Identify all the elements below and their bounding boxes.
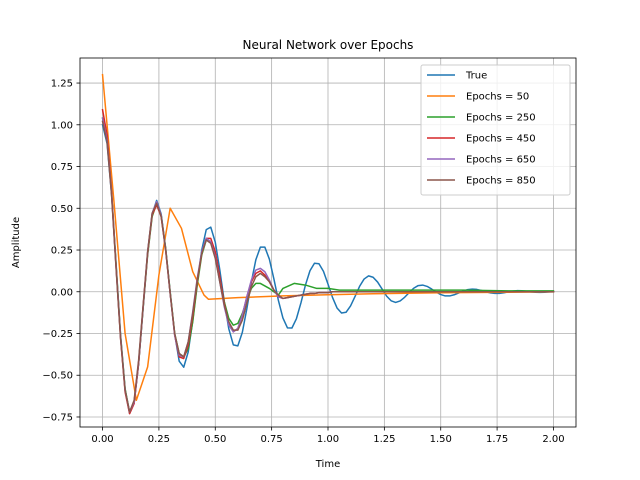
y-tick-label: −0.25: [42, 329, 73, 340]
legend-label-epochs-650: Epochs = 650: [466, 155, 536, 166]
y-tick-label: 0.25: [51, 246, 73, 257]
legend: True Epochs = 50 Epochs = 250 Epochs = 450 E…: [420, 64, 571, 196]
y-tick-label: −0.50: [42, 371, 73, 382]
legend-label-true: True: [465, 71, 487, 82]
axis-ticks: 0.00 0.25 0.50 0.75 1.00 1.25 1.50 1.75 2.00 −0.7…: [42, 79, 564, 445]
x-tick-label: 1.00: [317, 434, 339, 445]
x-tick-label: 1.25: [373, 434, 395, 445]
legend-label-epochs-50: Epochs = 50: [466, 92, 529, 103]
series-lines: [101, 73, 555, 415]
legend-label-epochs-250: Epochs = 250: [466, 113, 536, 124]
y-tick-label: 0.00: [51, 287, 73, 298]
y-tick-label: −0.75: [42, 412, 73, 423]
x-tick-label: 1.50: [430, 434, 452, 445]
legend-label-epochs-450: Epochs = 450: [466, 134, 536, 145]
y-axis-label: Amplitude: [11, 217, 22, 268]
x-tick-label: 0.00: [91, 434, 113, 445]
series-line-epochs-850: [101, 120, 555, 413]
x-tick-label: 0.75: [261, 434, 283, 445]
x-tick-label: 0.50: [204, 434, 226, 445]
x-tick-label: 2.00: [542, 434, 564, 445]
legend-box: [420, 64, 571, 196]
x-axis-label: Time: [315, 459, 340, 470]
x-tick-label: 0.25: [148, 434, 170, 445]
y-tick-label: 1.00: [51, 120, 73, 131]
y-tick-label: 0.50: [51, 204, 73, 215]
x-tick-label: 1.75: [486, 434, 508, 445]
chart-title: Neural Network over Epochs: [243, 38, 414, 52]
y-tick-label: 1.25: [51, 79, 73, 90]
y-tick-label: 0.75: [51, 162, 73, 173]
series-line-epochs-50: [101, 73, 555, 402]
legend-label-epochs-850: Epochs = 850: [466, 176, 536, 187]
